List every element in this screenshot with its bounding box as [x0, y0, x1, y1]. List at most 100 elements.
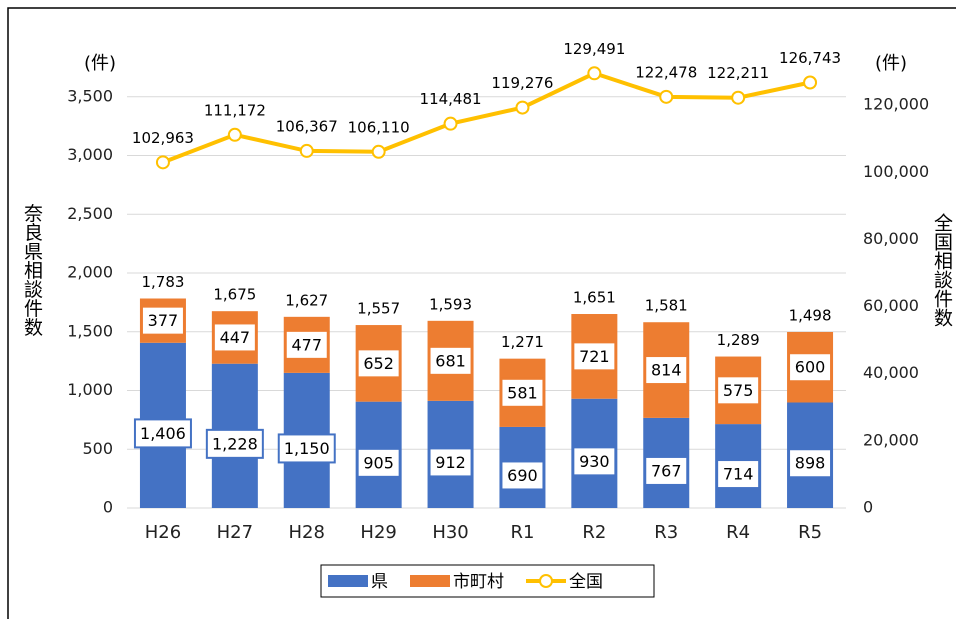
data-label-box — [205, 428, 264, 459]
data-label-box — [428, 447, 473, 478]
total-label: 1,593 — [429, 295, 472, 313]
data-label-box — [644, 355, 689, 386]
legend-swatch — [328, 575, 368, 587]
y2-tick-label: 40,000 — [863, 363, 919, 382]
y2-tick-label: 60,000 — [863, 296, 919, 315]
data-label: 377 — [148, 311, 179, 330]
y2-tick-label: 0 — [863, 498, 873, 517]
y2-tick-label: 80,000 — [863, 229, 919, 248]
y2-tick-label: 120,000 — [863, 95, 929, 114]
line-label: 111,172 — [204, 101, 266, 119]
data-label-box — [284, 329, 329, 360]
line-marker — [227, 127, 242, 142]
data-label: 714 — [723, 465, 754, 484]
line-marker — [803, 75, 818, 90]
data-label-box — [788, 352, 833, 383]
data-label: 1,406 — [140, 424, 186, 443]
line-label: 106,110 — [348, 118, 410, 136]
data-label-box — [500, 460, 545, 491]
data-label: 930 — [579, 452, 610, 471]
data-label: 575 — [723, 381, 754, 400]
data-label-box — [140, 305, 185, 336]
data-label: 690 — [507, 466, 538, 485]
y-axis-title: 奈良県相談件数 — [21, 203, 43, 336]
x-tick-label: H28 — [289, 522, 325, 543]
data-label-box — [428, 345, 473, 376]
total-label: 1,651 — [573, 289, 616, 307]
x-tick-label: H29 — [360, 522, 396, 543]
total-label: 1,675 — [213, 286, 256, 304]
y-tick-label: 1,500 — [67, 321, 113, 340]
chart-border — [7, 7, 956, 619]
data-label: 814 — [651, 361, 682, 380]
legend-label: 全国 — [569, 572, 603, 592]
x-tick-label: R5 — [798, 522, 822, 543]
x-tick-label: H26 — [145, 522, 181, 543]
line-marker — [371, 144, 386, 159]
line-marker — [731, 90, 746, 105]
data-label: 652 — [363, 354, 394, 373]
data-label-box — [133, 418, 192, 449]
legend-label: 市町村 — [453, 572, 504, 592]
data-label: 912 — [435, 453, 466, 472]
y-tick-label: 1,000 — [67, 380, 113, 399]
total-label: 1,289 — [717, 331, 760, 349]
data-label-box — [277, 433, 336, 464]
y-tick-label: 500 — [82, 439, 113, 458]
data-label: 447 — [220, 328, 251, 347]
data-label-box — [572, 341, 617, 372]
data-label-box — [572, 446, 617, 477]
y-tick-label: 2,500 — [67, 204, 113, 223]
data-label: 905 — [363, 453, 394, 472]
y-unit: (件) — [84, 53, 116, 74]
total-label: 1,627 — [285, 291, 328, 309]
line-label: 102,963 — [132, 129, 194, 147]
data-label-box — [500, 377, 545, 408]
x-tick-label: H27 — [217, 522, 253, 543]
y-tick-label: 2,000 — [67, 263, 113, 282]
y2-unit: (件) — [875, 53, 907, 74]
legend-swatch — [539, 574, 553, 588]
data-label: 681 — [435, 351, 466, 370]
total-label: 1,557 — [357, 300, 400, 318]
data-label-box — [716, 459, 761, 490]
y-tick-label: 0 — [103, 498, 113, 517]
y-tick-label: 3,000 — [67, 145, 113, 164]
data-label: 1,150 — [284, 439, 330, 458]
data-label-box — [212, 322, 257, 353]
data-label-box — [356, 447, 401, 478]
line-marker — [515, 100, 530, 115]
x-tick-label: R3 — [654, 522, 678, 543]
data-label-box — [644, 455, 689, 486]
legend-label: 県 — [371, 572, 388, 592]
line-label: 114,481 — [420, 90, 482, 108]
data-label: 581 — [507, 383, 538, 402]
line-marker — [587, 66, 602, 81]
line-label: 122,478 — [635, 63, 697, 81]
y2-axis-title: 全国相談件数 — [931, 213, 953, 327]
line-label: 106,367 — [276, 117, 338, 135]
x-tick-label: H30 — [432, 522, 468, 543]
data-label: 477 — [291, 335, 322, 354]
data-label: 898 — [795, 454, 826, 473]
line-label: 122,211 — [707, 64, 769, 82]
y2-tick-label: 20,000 — [863, 430, 919, 449]
data-label: 600 — [795, 358, 826, 377]
total-label: 1,581 — [645, 297, 688, 315]
data-label: 721 — [579, 347, 610, 366]
y2-tick-label: 100,000 — [863, 162, 929, 181]
line-marker — [443, 116, 458, 131]
x-tick-label: R4 — [726, 522, 750, 543]
line-label: 126,743 — [779, 49, 841, 67]
line — [162, 71, 811, 165]
legend-box — [320, 564, 655, 598]
data-label-box — [788, 448, 833, 479]
x-tick-label: R2 — [582, 522, 606, 543]
data-label-box — [356, 348, 401, 379]
line-marker — [659, 89, 674, 104]
line-marker — [299, 143, 314, 158]
x-tick-label: R1 — [510, 522, 534, 543]
line-label: 129,491 — [563, 40, 625, 58]
data-label: 767 — [651, 461, 682, 480]
